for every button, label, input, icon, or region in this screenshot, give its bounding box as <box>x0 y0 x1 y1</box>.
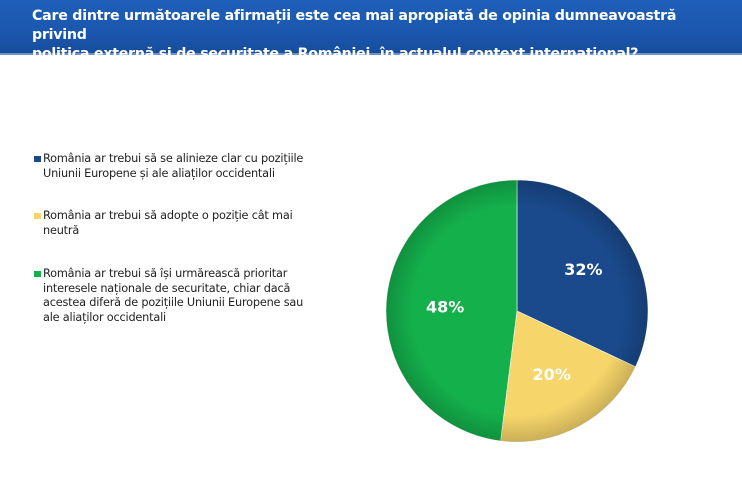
pie-data-label: 48% <box>426 297 464 316</box>
legend-text-line: neutră <box>43 223 80 237</box>
legend-text-line: Uniunii Europene și ale aliaților occide… <box>43 166 275 180</box>
header-banner: Care dintre următoarele afirmații este c… <box>0 0 742 62</box>
legend-text-line: ale aliaților occidentali <box>43 310 166 324</box>
legend-text-line: România ar trebui să se alinieze clar cu… <box>43 152 304 165</box>
pie-data-label: 32% <box>564 260 602 279</box>
legend-text-line: România ar trebui să își urmărească prio… <box>43 267 288 280</box>
legend-text-line: acestea diferă de pozițiile Uniunii Euro… <box>43 296 304 309</box>
title-line-2: politica externă și de securitate a Româ… <box>32 46 639 62</box>
legend-label: România ar trebui să își urmărească prio… <box>34 267 334 325</box>
legend-swatch-blue <box>34 156 41 162</box>
legend-item-neutral: România ar trebui să adopte o poziție câ… <box>34 209 334 238</box>
legend-label: România ar trebui să se alinieze clar cu… <box>34 152 334 181</box>
legend-label: România ar trebui să adopte o poziție câ… <box>34 209 334 238</box>
pie-data-label: 20% <box>533 365 571 384</box>
legend-text-line: interesele naționale de securitate, chia… <box>43 281 291 295</box>
legend-text-line: România ar trebui să adopte o poziție câ… <box>43 209 293 222</box>
pie-shading <box>386 180 648 442</box>
title-line-1: Care dintre următoarele afirmații este c… <box>32 8 677 43</box>
legend-item-national-interest: România ar trebui să își urmărească prio… <box>34 267 334 325</box>
legend-item-align-eu: România ar trebui să se alinieze clar cu… <box>34 152 334 181</box>
legend-swatch-green <box>34 271 41 277</box>
chart-title: Care dintre următoarele afirmații este c… <box>32 7 732 64</box>
legend-swatch-yellow <box>34 213 41 219</box>
